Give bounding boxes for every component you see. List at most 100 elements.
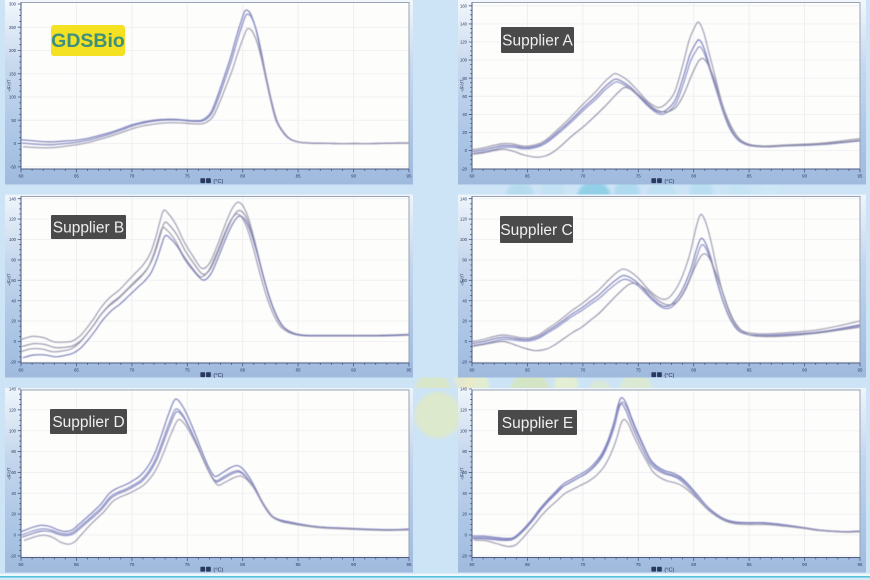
svg-text:60: 60	[470, 174, 475, 179]
svg-text:80: 80	[240, 174, 245, 179]
svg-text:(°C): (°C)	[213, 179, 223, 185]
svg-text:60: 60	[19, 368, 24, 373]
svg-text:0: 0	[14, 141, 17, 146]
svg-text:80: 80	[462, 258, 467, 263]
svg-text:0: 0	[14, 533, 17, 538]
svg-text:Supplier A: Supplier A	[502, 33, 573, 50]
svg-text:65: 65	[74, 562, 79, 567]
svg-text:75: 75	[636, 174, 641, 179]
svg-text:40: 40	[462, 491, 467, 496]
svg-text:120: 120	[460, 407, 468, 412]
svg-text:60: 60	[11, 470, 16, 475]
svg-text:95: 95	[407, 368, 412, 373]
svg-text:0: 0	[465, 533, 468, 538]
svg-text:-dF/dT: -dF/dT	[460, 273, 465, 286]
svg-text:40: 40	[11, 491, 16, 496]
svg-text:70: 70	[580, 368, 585, 373]
svg-text:60: 60	[19, 562, 24, 567]
svg-text:140: 140	[460, 387, 468, 392]
svg-text:65: 65	[525, 562, 530, 567]
svg-text:Supplier C: Supplier C	[500, 222, 572, 239]
svg-text:60: 60	[470, 562, 475, 567]
svg-text:70: 70	[129, 368, 134, 373]
svg-text:95: 95	[858, 368, 863, 373]
svg-text:0: 0	[465, 148, 468, 153]
svg-text:65: 65	[525, 174, 530, 179]
svg-text:-20: -20	[10, 554, 17, 559]
svg-text:90: 90	[802, 562, 807, 567]
svg-text:100: 100	[9, 95, 17, 100]
svg-text:-20: -20	[10, 360, 17, 365]
svg-text:20: 20	[11, 512, 16, 517]
svg-text:-dF/dT: -dF/dT	[460, 467, 465, 480]
svg-text:-dF/dT: -dF/dT	[7, 273, 12, 286]
svg-text:Supplier D: Supplier D	[52, 414, 124, 431]
svg-text:75: 75	[185, 562, 190, 567]
svg-text:140: 140	[460, 196, 468, 201]
svg-text:100: 100	[460, 237, 468, 242]
svg-text:85: 85	[747, 174, 752, 179]
svg-text:20: 20	[11, 319, 16, 324]
svg-text:65: 65	[525, 368, 530, 373]
svg-text:70: 70	[580, 562, 585, 567]
svg-text:Supplier B: Supplier B	[53, 220, 125, 237]
svg-text:95: 95	[407, 174, 412, 179]
svg-text:(°C): (°C)	[213, 567, 223, 573]
svg-text:100: 100	[460, 428, 468, 433]
svg-text:90: 90	[802, 368, 807, 373]
svg-text:60: 60	[462, 94, 467, 99]
svg-text:120: 120	[9, 217, 17, 222]
svg-text:40: 40	[11, 298, 16, 303]
svg-text:95: 95	[407, 562, 412, 567]
svg-text:-50: -50	[10, 164, 17, 169]
svg-text:200: 200	[9, 48, 17, 53]
svg-text:40: 40	[462, 298, 467, 303]
svg-text:80: 80	[240, 562, 245, 567]
svg-text:60: 60	[470, 368, 475, 373]
svg-text:85: 85	[747, 562, 752, 567]
svg-text:(°C): (°C)	[664, 179, 674, 185]
svg-text:80: 80	[11, 258, 16, 263]
svg-text:80: 80	[691, 368, 696, 373]
svg-text:-20: -20	[461, 554, 468, 559]
svg-text:85: 85	[747, 368, 752, 373]
svg-text:80: 80	[462, 449, 467, 454]
svg-text:140: 140	[460, 22, 468, 27]
svg-text:(°C): (°C)	[664, 567, 674, 573]
svg-text:80: 80	[691, 562, 696, 567]
svg-text:GDSBio: GDSBio	[51, 30, 125, 52]
svg-text:85: 85	[296, 174, 301, 179]
svg-text:-20: -20	[461, 166, 468, 171]
svg-text:100: 100	[460, 58, 468, 63]
svg-text:90: 90	[351, 368, 356, 373]
svg-text:40: 40	[462, 112, 467, 117]
svg-text:0: 0	[14, 339, 17, 344]
svg-text:95: 95	[858, 562, 863, 567]
svg-text:20: 20	[462, 512, 467, 517]
svg-text:90: 90	[802, 174, 807, 179]
svg-text:80: 80	[691, 174, 696, 179]
svg-text:95: 95	[858, 174, 863, 179]
svg-text:85: 85	[296, 368, 301, 373]
svg-text:120: 120	[460, 217, 468, 222]
svg-text:120: 120	[9, 407, 17, 412]
svg-text:(°C): (°C)	[213, 373, 223, 379]
svg-text:65: 65	[74, 368, 79, 373]
svg-text:70: 70	[129, 174, 134, 179]
svg-text:60: 60	[19, 174, 24, 179]
svg-text:300: 300	[9, 2, 17, 7]
svg-text:75: 75	[185, 368, 190, 373]
svg-text:20: 20	[462, 130, 467, 135]
svg-text:80: 80	[240, 368, 245, 373]
svg-text:-20: -20	[461, 360, 468, 365]
svg-text:140: 140	[9, 196, 17, 201]
svg-text:-dF/dT: -dF/dT	[7, 467, 12, 480]
svg-text:120: 120	[460, 40, 468, 45]
svg-text:60: 60	[462, 278, 467, 283]
svg-text:(°C): (°C)	[664, 373, 674, 379]
svg-text:140: 140	[9, 387, 17, 392]
svg-text:85: 85	[296, 562, 301, 567]
svg-text:80: 80	[11, 449, 16, 454]
svg-text:75: 75	[185, 174, 190, 179]
svg-text:150: 150	[9, 71, 17, 76]
